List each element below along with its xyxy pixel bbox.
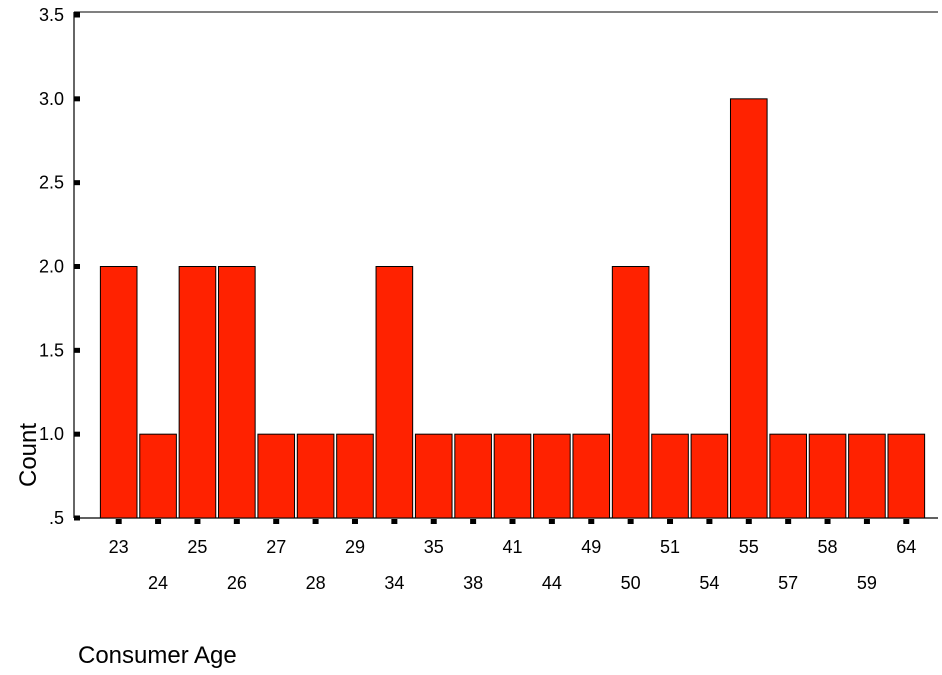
x-tick-label: 41	[502, 537, 522, 557]
x-tick-label: 23	[109, 537, 129, 557]
x-tick-mark	[903, 519, 909, 524]
y-tick-label: 3.0	[39, 89, 64, 109]
bar-23	[100, 267, 137, 519]
bar-57	[770, 434, 807, 518]
x-tick-label: 38	[463, 573, 483, 593]
y-tick-label: 3.5	[39, 5, 64, 25]
x-tick-mark	[313, 519, 319, 524]
x-tick-mark	[273, 519, 279, 524]
x-tick-label: 44	[542, 573, 562, 593]
bar-59	[849, 434, 886, 518]
bar-29	[337, 434, 374, 518]
y-tick-label: 2.0	[39, 257, 64, 277]
x-tick-mark	[746, 519, 752, 524]
y-tick-mark	[74, 13, 80, 18]
y-tick-mark	[74, 264, 80, 269]
x-tick-mark	[234, 519, 240, 524]
y-axis-title: Count	[15, 423, 42, 487]
x-tick-label: 50	[621, 573, 641, 593]
x-tick-mark	[155, 519, 161, 524]
y-tick-mark	[74, 516, 80, 521]
x-tick-mark	[706, 519, 712, 524]
bar-34	[376, 267, 413, 519]
bar-41	[494, 434, 531, 518]
y-tick-label: 2.5	[39, 173, 64, 193]
x-tick-label: 54	[699, 573, 719, 593]
bar-25	[179, 267, 216, 519]
x-tick-label: 35	[424, 537, 444, 557]
x-tick-mark	[431, 519, 437, 524]
x-tick-label: 59	[857, 573, 877, 593]
x-tick-mark	[628, 519, 634, 524]
x-tick-label: 24	[148, 573, 168, 593]
bars	[100, 99, 924, 518]
x-tick-label: 29	[345, 537, 365, 557]
x-tick-mark	[864, 519, 870, 524]
y-tick-mark	[74, 96, 80, 101]
x-tick-mark	[194, 519, 200, 524]
x-tick-mark	[352, 519, 358, 524]
x-tick-label: 58	[818, 537, 838, 557]
x-tick-mark	[391, 519, 397, 524]
x-tick-label: 64	[896, 537, 916, 557]
x-tick-label: 26	[227, 573, 247, 593]
y-tick-label: .5	[49, 508, 64, 528]
bar-51	[652, 434, 689, 518]
x-tick-label: 49	[581, 537, 601, 557]
bar-24	[140, 434, 177, 518]
x-tick-mark	[510, 519, 516, 524]
x-tick-label: 51	[660, 537, 680, 557]
y-tick-mark	[74, 432, 80, 437]
y-tick-mark	[74, 180, 80, 185]
y-tick-label: 1.0	[39, 424, 64, 444]
x-tick-label: 34	[384, 573, 404, 593]
x-tick-label: 57	[778, 573, 798, 593]
bar-27	[258, 434, 295, 518]
bar-58	[809, 434, 846, 518]
bar-50	[612, 267, 649, 519]
x-tick-mark	[825, 519, 831, 524]
bar-49	[573, 434, 610, 518]
bar-55	[730, 99, 767, 518]
x-tick-mark	[785, 519, 791, 524]
bar-28	[297, 434, 334, 518]
bar-54	[691, 434, 728, 518]
bar-44	[534, 434, 571, 518]
x-tick-label: 27	[266, 537, 286, 557]
x-axis-title: Consumer Age	[78, 642, 237, 669]
x-tick-mark	[667, 519, 673, 524]
x-tick-mark	[116, 519, 122, 524]
x-tick-mark	[588, 519, 594, 524]
x-axis-ticks: 23 24 25 26 27 28 29 34 35 38 41 44 49 50 51 54 55 57 58 59…	[109, 519, 917, 593]
bar-38	[455, 434, 492, 518]
x-tick-mark	[470, 519, 476, 524]
y-tick-mark	[74, 348, 80, 353]
x-tick-label: 55	[739, 537, 759, 557]
bar-64	[888, 434, 925, 518]
bar-26	[219, 267, 256, 519]
x-tick-label: 28	[306, 573, 326, 593]
x-tick-mark	[549, 519, 555, 524]
bar-35	[415, 434, 452, 518]
x-tick-label: 25	[187, 537, 207, 557]
y-tick-label: 1.5	[39, 340, 64, 360]
